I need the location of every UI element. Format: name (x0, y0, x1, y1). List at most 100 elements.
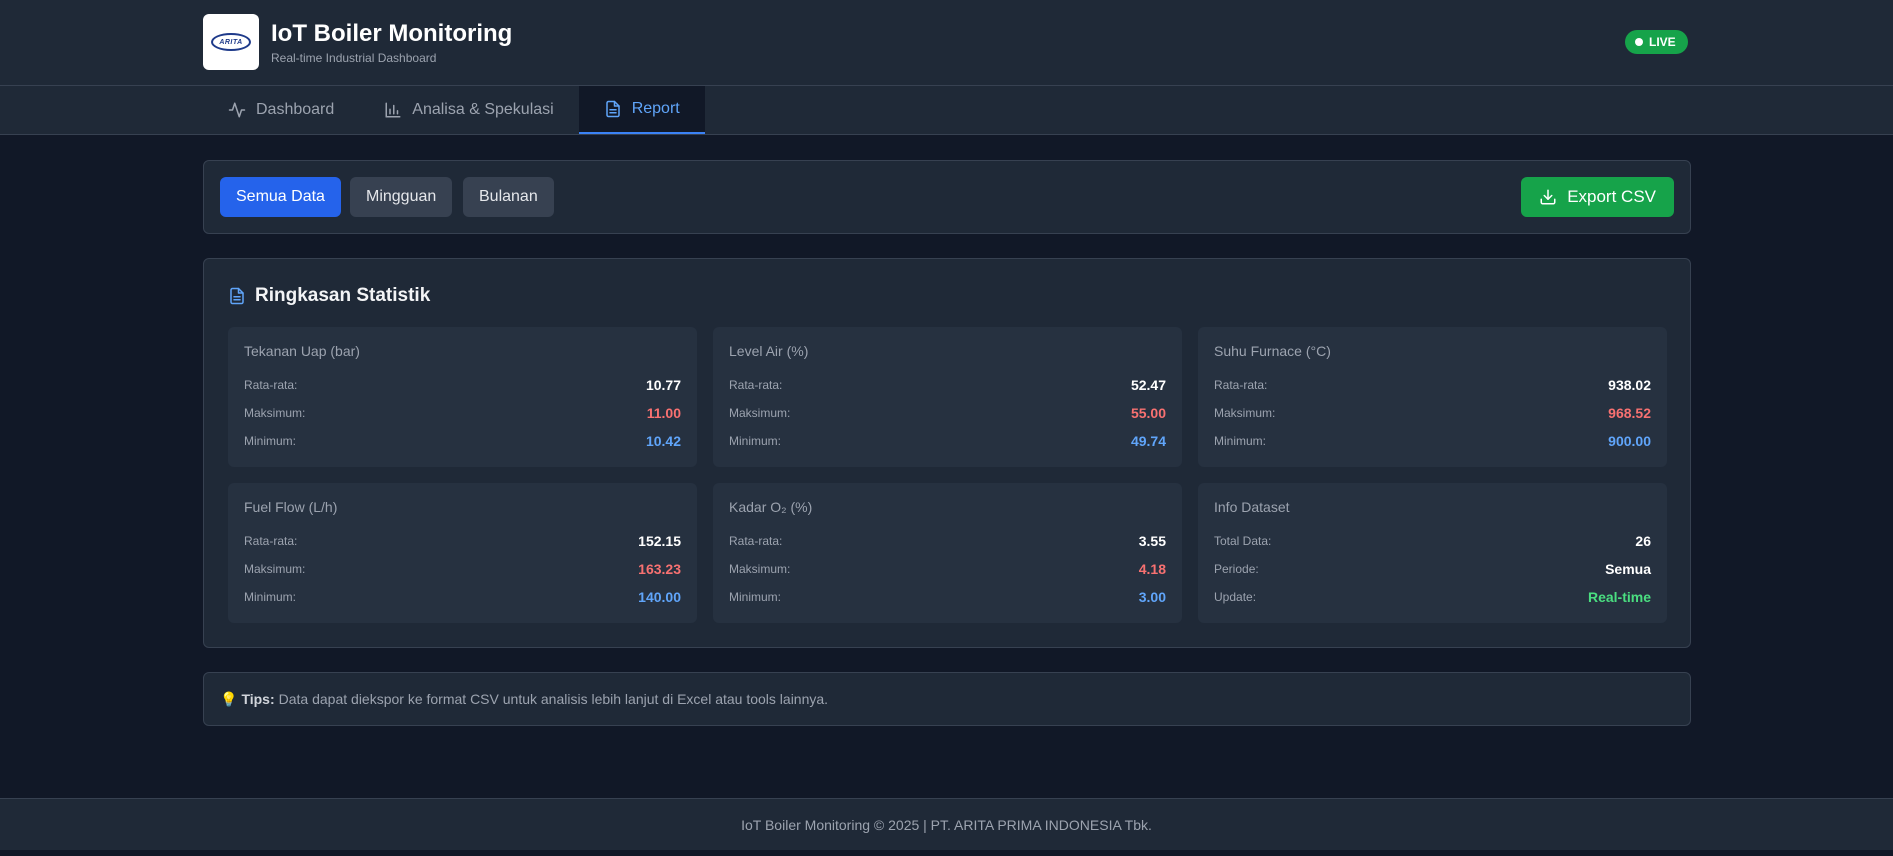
row-label: Maksimum: (1214, 406, 1276, 420)
lightbulb-icon: 💡 (220, 690, 238, 707)
stat-row-max: Maksimum: 4.18 (729, 555, 1166, 583)
row-value: 10.42 (645, 433, 681, 449)
row-label: Maksimum: (729, 562, 791, 576)
stat-row-max: Maksimum: 163.23 (244, 555, 681, 583)
app-header: ARITA IoT Boiler Monitoring Real-time In… (0, 0, 1893, 86)
bar-chart-icon (385, 102, 401, 118)
tips-box: 💡 Tips: Data dapat diekspor ke format CS… (203, 672, 1691, 726)
tips-text: Data dapat diekspor ke format CSV untuk … (278, 691, 829, 707)
stats-title-label: Ringkasan Statistik (255, 285, 431, 306)
live-badge: LIVE (1625, 30, 1688, 54)
row-value: 968.52 (1608, 405, 1651, 421)
stat-row-min: Minimum: 3.00 (729, 583, 1166, 611)
stat-card-suhu-furnace: Suhu Furnace (°C) Rata-rata: 938.02 Maksi… (1198, 327, 1667, 467)
row-label: Minimum: (244, 434, 297, 448)
row-label: Minimum: (729, 434, 782, 448)
row-value: 4.18 (1138, 561, 1166, 577)
row-label: Total Data: (1214, 534, 1272, 548)
card-title: Suhu Furnace (°C) (1214, 343, 1331, 359)
tab-dashboard-label: Dashboard (256, 101, 335, 118)
stat-row-min: Minimum: 10.42 (244, 427, 681, 455)
row-value: 49.74 (1130, 433, 1166, 449)
row-label: Minimum: (729, 590, 782, 604)
info-row-total: Total Data: 26 (1214, 527, 1651, 555)
stat-row-min: Minimum: 900.00 (1214, 427, 1651, 455)
row-value: 152.15 (638, 533, 681, 549)
row-value: 10.77 (645, 377, 681, 393)
stat-row-avg: Rata-rata: 10.77 (244, 371, 681, 399)
company-logo: ARITA (203, 14, 259, 70)
footer-text: IoT Boiler Monitoring © 2025 | PT. ARITA… (741, 816, 1152, 833)
filter-monthly-button[interactable]: Bulanan (463, 177, 554, 217)
stat-card-tekanan: Tekanan Uap (bar) Rata-rata: 10.77 Maksim… (228, 327, 697, 467)
document-icon (605, 100, 620, 118)
row-label: Minimum: (1214, 434, 1267, 448)
row-value: 52.47 (1130, 377, 1166, 393)
row-label: Maksimum: (244, 406, 306, 420)
row-label: Maksimum: (729, 406, 791, 420)
stat-row-min: Minimum: 140.00 (244, 583, 681, 611)
live-badge-label: LIVE (1649, 35, 1676, 49)
stat-card-info-dataset: Info Dataset Total Data: 26 Periode: Semua… (1198, 483, 1667, 623)
row-value: Real-time (1587, 589, 1651, 605)
row-label: Update: (1214, 590, 1257, 604)
filter-panel: Semua Data Mingguan Bulanan Export CSV (203, 160, 1691, 234)
filter-all-button[interactable]: Semua Data (220, 177, 341, 217)
stat-card-level-air: Level Air (%) Rata-rata: 52.47 Maksimum: 5… (713, 327, 1182, 467)
row-label: Rata-rata: (244, 534, 298, 548)
row-value: 26 (1635, 533, 1651, 549)
row-label: Rata-rata: (244, 378, 298, 392)
export-csv-label: Export CSV (1567, 187, 1656, 206)
row-value: 55.00 (1130, 405, 1166, 421)
stat-row-min: Minimum: 49.74 (729, 427, 1166, 455)
activity-icon (228, 102, 246, 118)
tab-report[interactable]: Report (578, 86, 705, 134)
page-footer: IoT Boiler Monitoring © 2025 | PT. ARITA… (0, 798, 1893, 850)
tab-dashboard[interactable]: Dashboard (203, 86, 359, 134)
stat-row-avg: Rata-rata: 52.47 (729, 371, 1166, 399)
row-label: Minimum: (244, 590, 297, 604)
stat-row-max: Maksimum: 968.52 (1214, 399, 1651, 427)
tab-report-label: Report (631, 100, 680, 117)
filter-weekly-button[interactable]: Mingguan (350, 177, 453, 217)
info-row-periode: Periode: Semua (1214, 555, 1651, 583)
row-value: 3.00 (1138, 589, 1166, 605)
row-value: 3.55 (1138, 533, 1166, 549)
stats-grid: Tekanan Uap (bar) Rata-rata: 10.77 Maksim… (228, 327, 1667, 623)
card-title: Kadar O₂ (%) (729, 499, 813, 515)
stat-row-avg: Rata-rata: 938.02 (1214, 371, 1651, 399)
document-icon (230, 287, 244, 305)
app-title: IoT Boiler Monitoring (271, 20, 513, 47)
stat-row-avg: Rata-rata: 3.55 (729, 527, 1166, 555)
row-value: 11.00 (646, 405, 681, 421)
stats-panel: Ringkasan Statistik Tekanan Uap (bar) Ra… (203, 258, 1691, 648)
logo-mark: ARITA (211, 33, 251, 51)
stat-row-avg: Rata-rata: 152.15 (244, 527, 681, 555)
stat-row-max: Maksimum: 11.00 (244, 399, 681, 427)
export-csv-button[interactable]: Export CSV (1521, 177, 1674, 217)
row-label: Maksimum: (244, 562, 306, 576)
row-label: Periode: (1214, 562, 1259, 576)
row-value: 938.02 (1608, 377, 1651, 393)
stat-card-fuel-flow: Fuel Flow (L/h) Rata-rata: 152.15 Maksimu… (228, 483, 697, 623)
tab-analisa-label: Analisa & Spekulasi (412, 101, 554, 118)
card-title: Tekanan Uap (bar) (244, 343, 360, 359)
row-label: Rata-rata: (729, 534, 783, 548)
row-value: 163.23 (638, 561, 681, 577)
row-value: 140.00 (638, 589, 681, 605)
stats-title: Ringkasan Statistik (228, 285, 430, 307)
main-nav: Dashboard Analisa & Spekulasi Report (0, 86, 1893, 135)
card-title: Info Dataset (1214, 499, 1290, 515)
stat-row-max: Maksimum: 55.00 (729, 399, 1166, 427)
card-title: Level Air (%) (729, 343, 809, 359)
row-value: Semua (1605, 561, 1651, 577)
row-label: Rata-rata: (729, 378, 783, 392)
live-dot-icon (1635, 38, 1643, 46)
tips-label: Tips: (241, 691, 275, 707)
app-subtitle: Real-time Industrial Dashboard (271, 51, 437, 65)
tab-analisa[interactable]: Analisa & Spekulasi (359, 86, 578, 134)
info-row-update: Update: Real-time (1214, 583, 1651, 611)
stat-card-kadar-o2: Kadar O₂ (%) Rata-rata: 3.55 Maksimum: 4.1… (713, 483, 1182, 623)
card-title: Fuel Flow (L/h) (244, 499, 338, 515)
download-icon (1540, 189, 1556, 205)
